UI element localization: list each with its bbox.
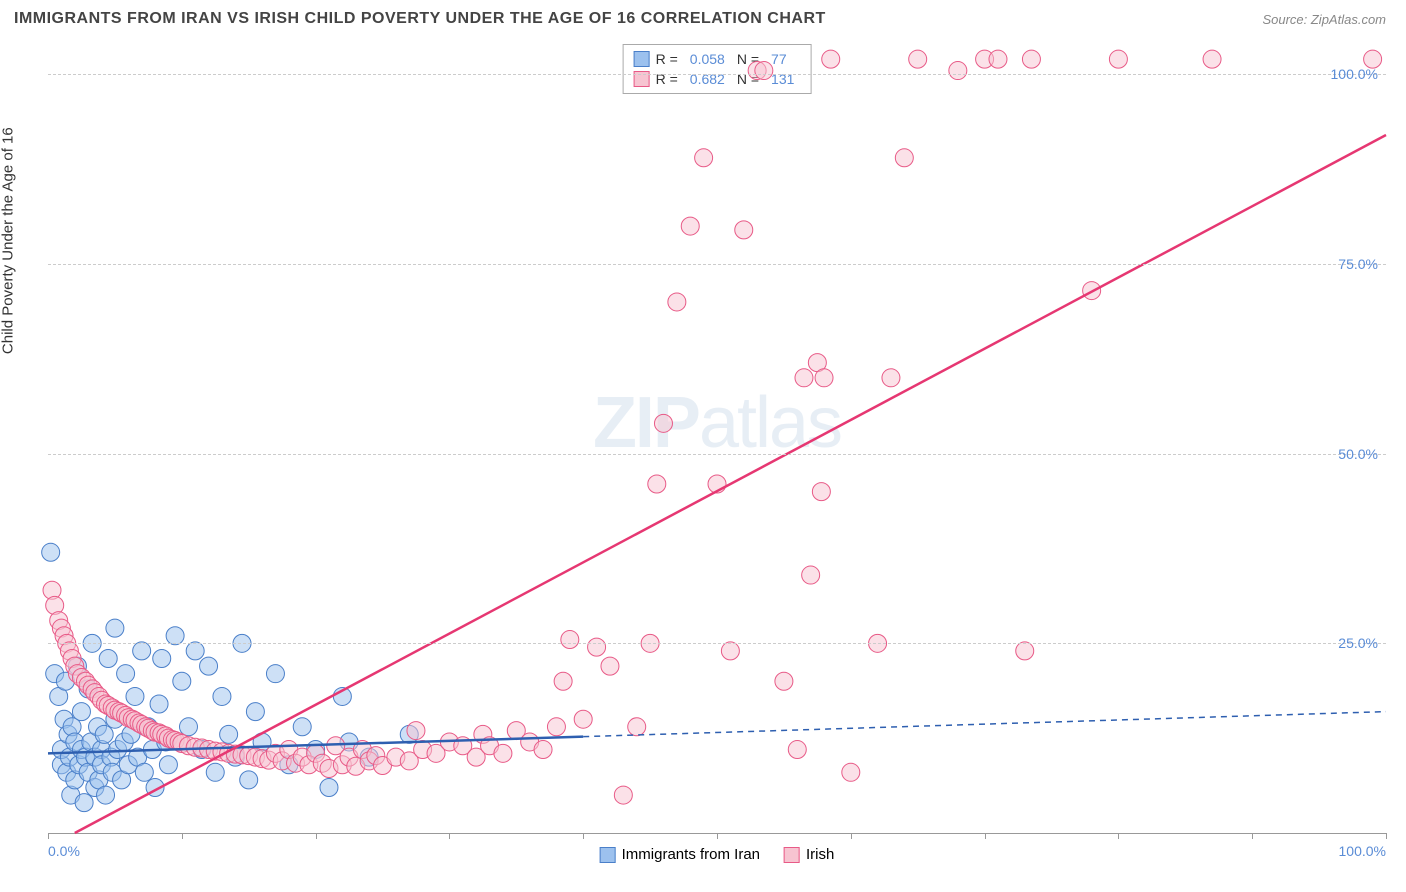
bottom-legend: Immigrants from Iran Irish bbox=[600, 846, 835, 863]
x-tick-label: 0.0% bbox=[48, 843, 80, 859]
x-tick bbox=[851, 833, 852, 839]
scatter-point bbox=[588, 638, 606, 656]
scatter-point bbox=[97, 786, 115, 804]
chart-source: Source: ZipAtlas.com bbox=[1262, 12, 1386, 27]
scatter-point bbox=[1109, 50, 1127, 68]
scatter-point bbox=[75, 794, 93, 812]
gridline bbox=[48, 454, 1386, 455]
chart-container: Child Poverty Under the Age of 16 ZIPatl… bbox=[0, 34, 1406, 884]
scatter-point bbox=[220, 725, 238, 743]
scatter-point bbox=[1016, 642, 1034, 660]
x-tick bbox=[583, 833, 584, 839]
scatter-point bbox=[989, 50, 1007, 68]
scatter-point bbox=[681, 217, 699, 235]
scatter-point bbox=[95, 725, 113, 743]
x-tick bbox=[48, 833, 49, 839]
x-tick bbox=[985, 833, 986, 839]
legend-swatch-irish-icon bbox=[784, 847, 800, 863]
scatter-point bbox=[166, 627, 184, 645]
scatter-point bbox=[895, 149, 913, 167]
x-tick bbox=[1118, 833, 1119, 839]
scatter-point bbox=[882, 369, 900, 387]
y-tick-label: 75.0% bbox=[1338, 256, 1378, 272]
scatter-point bbox=[494, 744, 512, 762]
y-tick-label: 25.0% bbox=[1338, 635, 1378, 651]
plot-area: ZIPatlas R = 0.058 N = 77 R = 0.682 N = … bbox=[48, 44, 1386, 834]
scatter-point bbox=[106, 619, 124, 637]
scatter-point bbox=[735, 221, 753, 239]
scatter-point bbox=[206, 763, 224, 781]
scatter-point bbox=[117, 665, 135, 683]
x-tick bbox=[1252, 833, 1253, 839]
y-tick-label: 100.0% bbox=[1331, 66, 1378, 82]
scatter-point bbox=[949, 62, 967, 80]
scatter-point bbox=[721, 642, 739, 660]
scatter-point bbox=[99, 650, 117, 668]
scatter-point bbox=[628, 718, 646, 736]
chart-header: IMMIGRANTS FROM IRAN VS IRISH CHILD POVE… bbox=[0, 0, 1406, 34]
scatter-point bbox=[601, 657, 619, 675]
scatter-plot bbox=[48, 44, 1386, 833]
legend-swatch-iran-icon bbox=[600, 847, 616, 863]
scatter-point bbox=[547, 718, 565, 736]
scatter-point bbox=[822, 50, 840, 68]
scatter-point bbox=[614, 786, 632, 804]
gridline bbox=[48, 74, 1386, 75]
scatter-point bbox=[668, 293, 686, 311]
scatter-point bbox=[795, 369, 813, 387]
scatter-point bbox=[775, 672, 793, 690]
scatter-point bbox=[72, 703, 90, 721]
scatter-point bbox=[1022, 50, 1040, 68]
y-axis-label: Child Poverty Under the Age of 16 bbox=[0, 127, 17, 354]
scatter-point bbox=[815, 369, 833, 387]
regression-line-dashed bbox=[583, 712, 1386, 737]
scatter-point bbox=[135, 763, 153, 781]
scatter-point bbox=[909, 50, 927, 68]
bottom-legend-irish: Irish bbox=[784, 846, 834, 863]
gridline bbox=[48, 643, 1386, 644]
scatter-point bbox=[42, 543, 60, 561]
scatter-point bbox=[246, 703, 264, 721]
scatter-point bbox=[173, 672, 191, 690]
scatter-point bbox=[648, 475, 666, 493]
scatter-point bbox=[561, 631, 579, 649]
x-tick-label: 100.0% bbox=[1339, 843, 1386, 859]
scatter-point bbox=[534, 741, 552, 759]
scatter-point bbox=[654, 414, 672, 432]
scatter-point bbox=[574, 710, 592, 728]
scatter-point bbox=[186, 642, 204, 660]
scatter-point bbox=[153, 650, 171, 668]
chart-title: IMMIGRANTS FROM IRAN VS IRISH CHILD POVE… bbox=[14, 10, 826, 28]
scatter-point bbox=[788, 741, 806, 759]
scatter-point bbox=[126, 687, 144, 705]
scatter-point bbox=[812, 483, 830, 501]
x-tick bbox=[316, 833, 317, 839]
scatter-point bbox=[554, 672, 572, 690]
scatter-point bbox=[150, 695, 168, 713]
scatter-point bbox=[1203, 50, 1221, 68]
scatter-point bbox=[200, 657, 218, 675]
scatter-point bbox=[133, 642, 151, 660]
scatter-point bbox=[407, 722, 425, 740]
scatter-point bbox=[240, 771, 258, 789]
x-tick bbox=[449, 833, 450, 839]
bottom-legend-iran: Immigrants from Iran bbox=[600, 846, 760, 863]
x-tick bbox=[1386, 833, 1387, 839]
y-tick-label: 50.0% bbox=[1338, 446, 1378, 462]
x-tick bbox=[182, 833, 183, 839]
scatter-point bbox=[293, 718, 311, 736]
scatter-point bbox=[213, 687, 231, 705]
scatter-point bbox=[842, 763, 860, 781]
regression-line bbox=[75, 135, 1386, 833]
x-tick bbox=[717, 833, 718, 839]
scatter-point bbox=[320, 778, 338, 796]
scatter-point bbox=[266, 665, 284, 683]
gridline bbox=[48, 264, 1386, 265]
scatter-point bbox=[159, 756, 177, 774]
scatter-point bbox=[695, 149, 713, 167]
scatter-point bbox=[755, 62, 773, 80]
scatter-point bbox=[802, 566, 820, 584]
